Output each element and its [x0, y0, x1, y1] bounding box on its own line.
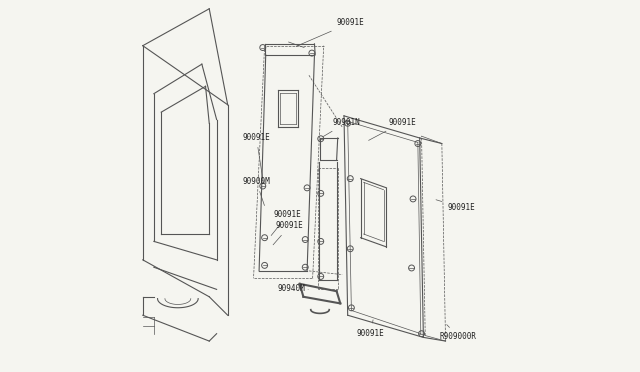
- Text: 90091E: 90091E: [296, 18, 364, 46]
- Text: 90091E: 90091E: [357, 320, 385, 337]
- Text: 90091E: 90091E: [273, 221, 303, 245]
- Text: 90091E: 90091E: [271, 211, 301, 235]
- Text: R909000R: R909000R: [440, 325, 477, 341]
- Text: 90091E: 90091E: [436, 200, 475, 212]
- Text: 90901N: 90901N: [323, 118, 361, 137]
- Text: 90900M: 90900M: [243, 177, 270, 205]
- Text: 90091E: 90091E: [369, 118, 416, 140]
- Text: 90091E: 90091E: [243, 133, 270, 183]
- Text: 90940M: 90940M: [278, 284, 308, 293]
